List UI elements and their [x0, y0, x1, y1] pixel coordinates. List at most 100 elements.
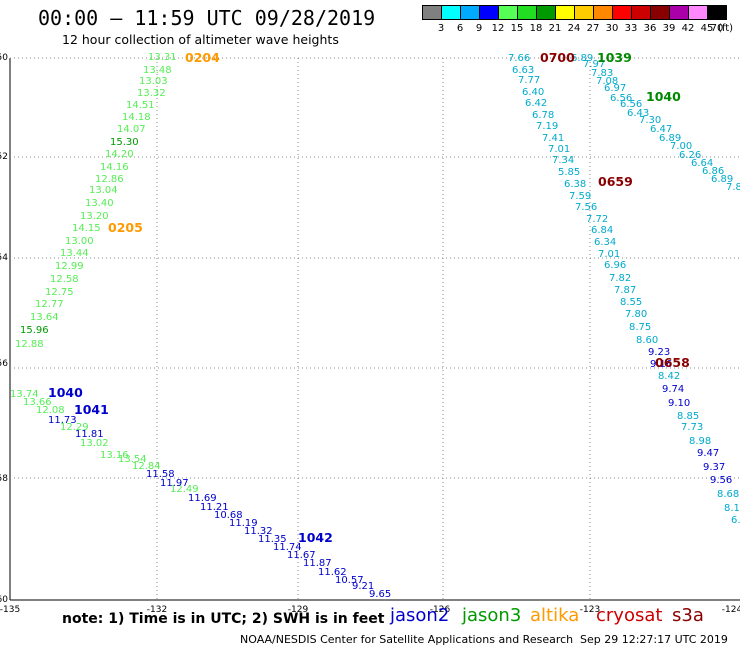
- colorbar-label: 39: [662, 23, 676, 34]
- wave-height-label: 14.16: [100, 162, 129, 173]
- wave-height-label: 7.8: [726, 182, 740, 193]
- wave-height-label: 9.21: [352, 581, 374, 592]
- colorbar-label: 30: [605, 23, 619, 34]
- satellite-legend-jason2: jason2: [390, 605, 450, 626]
- page-title: 00:00 – 11:59 UTC 09/28/2019: [38, 6, 376, 30]
- wave-height-label: 7.80: [625, 309, 647, 320]
- wave-height-label: 13.40: [85, 198, 114, 209]
- wave-height-label: 12.88: [15, 339, 44, 350]
- time-annotation: 1039: [597, 50, 632, 65]
- colorbar-label: 15: [510, 23, 524, 34]
- wave-height-label: 11.62: [318, 567, 347, 578]
- wave-height-label: 8.55: [620, 297, 642, 308]
- colorbar-label: 45: [700, 23, 714, 34]
- time-annotation: 1040: [646, 89, 681, 104]
- wave-height-label: 6.: [731, 515, 740, 526]
- wave-height-label: 14.20: [105, 149, 134, 160]
- wave-height-label: 11.67: [287, 550, 316, 561]
- wave-height-label: 8.1: [724, 503, 740, 514]
- wave-height-label: 7.08: [596, 76, 618, 87]
- wave-height-label: 11.73: [48, 415, 77, 426]
- wave-height-label: 12.29: [60, 422, 89, 433]
- colorbar-label: 18: [529, 23, 543, 34]
- wave-height-label: 6.78: [532, 110, 554, 121]
- wave-height-label: 7.01: [598, 249, 620, 260]
- wave-height-label: 13.00: [65, 236, 94, 247]
- wave-height-label: 9.10: [668, 398, 690, 409]
- colorbar-label: 3: [437, 23, 445, 34]
- lat-tick-label: -50: [0, 53, 8, 63]
- wave-height-label: 14.51: [126, 100, 155, 111]
- wave-height-label: 10.57: [335, 575, 364, 586]
- wave-height-label: 6.89: [711, 174, 733, 185]
- colorbar-label: 21: [548, 23, 562, 34]
- lon-tick-label: -135: [0, 605, 20, 615]
- wave-height-label: 8.68: [717, 489, 739, 500]
- time-annotation: 0700: [540, 50, 575, 65]
- wave-height-label: 8.75: [629, 322, 651, 333]
- time-annotation: 0659: [598, 174, 633, 189]
- colorbar-label: 24: [567, 23, 581, 34]
- lon-tick-label: -129: [288, 605, 309, 615]
- wave-height-label: 11.81: [75, 429, 104, 440]
- wave-height-label: 11.58: [146, 469, 175, 480]
- wave-height-label: 12.86: [95, 174, 124, 185]
- wave-height-label: 13.32: [137, 88, 166, 99]
- wave-height-label: 11.21: [200, 502, 229, 513]
- satellite-legend-cryosat: cryosat: [596, 605, 663, 626]
- wave-height-label: 7.83: [591, 68, 613, 79]
- wave-height-label: 7.59: [569, 191, 591, 202]
- colorbar-label: 42: [681, 23, 695, 34]
- wave-height-label: 6.26: [679, 150, 701, 161]
- wave-height-label: 11.74: [273, 542, 302, 553]
- wave-height-label: 13.31: [148, 52, 177, 63]
- wave-height-label: 6.47: [650, 124, 672, 135]
- wave-height-label: 11.69: [188, 493, 217, 504]
- wave-height-label: 6.42: [525, 98, 547, 109]
- wave-height-label: 12.84: [132, 461, 161, 472]
- colorbar-swatch: [707, 5, 727, 20]
- satellite-legend-altika: altika: [530, 605, 580, 626]
- time-annotation: 0205: [108, 220, 143, 235]
- wave-height-label: 7.73: [681, 422, 703, 433]
- colorbar-label: 36: [643, 23, 657, 34]
- wave-height-label: 9.56: [710, 475, 732, 486]
- wave-height-label: 15.96: [20, 325, 49, 336]
- wave-height-label: 6.86: [702, 166, 724, 177]
- wave-height-label: 7.97: [583, 59, 605, 70]
- colorbar-label: 12: [491, 23, 505, 34]
- wave-height-label: 8.85: [677, 411, 699, 422]
- wave-height-label: 13.04: [89, 185, 118, 196]
- wave-height-label: 11.35: [258, 534, 287, 545]
- wave-height-label: 7.56: [575, 202, 597, 213]
- colorbar-label: 27: [586, 23, 600, 34]
- wave-height-label: 7.00: [670, 141, 692, 152]
- lat-tick-label: -54: [0, 253, 8, 263]
- wave-height-label: 7.41: [542, 133, 564, 144]
- colorbar-label: 9: [475, 23, 483, 34]
- lat-tick-label: -58: [0, 474, 8, 484]
- wave-height-label: 14.07: [117, 124, 146, 135]
- wave-height-label: 12.49: [170, 484, 199, 495]
- note-text: note: 1) Time is in UTC; 2) SWH is in fe…: [62, 611, 385, 627]
- wave-height-label: 13.20: [80, 211, 109, 222]
- wave-height-label: 13.48: [143, 65, 172, 76]
- wave-height-label: 6.84: [591, 225, 613, 236]
- wave-height-label: 6.38: [564, 179, 586, 190]
- wave-height-label: 15.30: [110, 137, 139, 148]
- wave-height-label: 8.42: [658, 371, 680, 382]
- wave-height-label: 6.56: [610, 93, 632, 104]
- wave-height-label: 8.60: [636, 335, 658, 346]
- wave-height-label: 14.18: [122, 112, 151, 123]
- page-subtitle: 12 hour collection of altimeter wave hei…: [62, 32, 339, 47]
- wave-height-label: 6.96: [604, 260, 626, 271]
- time-annotation: 1040: [48, 385, 83, 400]
- wave-height-label: 12.75: [45, 287, 74, 298]
- wave-height-label: 7.01: [548, 144, 570, 155]
- wave-height-label: 9.74: [662, 384, 684, 395]
- wave-height-label: 11.97: [160, 478, 189, 489]
- wave-height-label: 7.30: [639, 115, 661, 126]
- wave-height-label: 12.08: [36, 405, 65, 416]
- wave-height-label: 9.16: [650, 359, 672, 370]
